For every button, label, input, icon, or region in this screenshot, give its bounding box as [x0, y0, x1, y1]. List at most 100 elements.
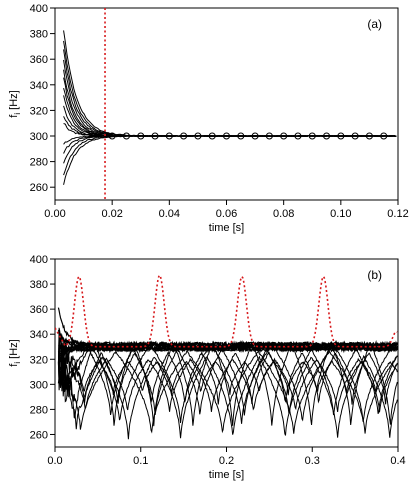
x-tick-label: 0.00	[44, 208, 65, 220]
y-axis-label-subscript: i	[13, 362, 22, 364]
steady-state-marker	[180, 132, 188, 140]
synced-marker	[239, 344, 246, 351]
y-tick-label: 380	[30, 29, 48, 41]
synced-marker	[332, 341, 339, 349]
synced-marker	[193, 341, 200, 349]
synced-marker	[293, 342, 300, 350]
red-dotted-series	[55, 273, 398, 348]
synced-marker	[112, 344, 119, 351]
y-tick-label: 360	[30, 54, 48, 66]
synced-marker	[351, 342, 358, 349]
y-axis-label: fi [Hz]	[8, 90, 22, 117]
x-tick-label: 0.3	[305, 455, 320, 467]
synced-marker	[220, 345, 227, 352]
series-line	[63, 30, 397, 137]
series-line	[63, 49, 397, 137]
synced-marker	[285, 342, 293, 349]
y-tick-label: 340	[30, 80, 48, 92]
synced-marker	[390, 343, 397, 350]
synced-marker	[270, 341, 277, 349]
series-line	[63, 77, 397, 137]
plot-frame	[54, 7, 399, 201]
y-axis-label: fi [Hz]	[8, 339, 22, 366]
x-tick-label: 0.06	[216, 208, 237, 220]
y-tick-label: 280	[30, 157, 48, 169]
synced-marker	[243, 342, 250, 349]
y-axis-label-main: f	[8, 114, 20, 118]
y-tick-label: 300	[30, 379, 48, 391]
synced-marker	[347, 342, 354, 349]
steady-state-marker	[308, 132, 316, 140]
y-tick-label: 360	[30, 304, 48, 316]
synced-marker	[170, 345, 177, 352]
synced-marker	[370, 343, 378, 350]
synced-marker	[216, 344, 223, 352]
synced-marker	[100, 342, 108, 349]
steady-state-marker	[280, 132, 288, 140]
synced-marker	[363, 344, 370, 352]
synced-marker	[77, 342, 84, 349]
oscillating-series-line	[58, 342, 398, 434]
y-axis-label-subscript: i	[13, 113, 22, 115]
steady-state-marker	[265, 132, 273, 140]
steady-state-marker	[294, 132, 302, 140]
x-tick-label: 0.02	[101, 208, 122, 220]
synced-marker	[301, 341, 308, 349]
synced-marker	[120, 342, 127, 350]
steady-state-marker	[108, 132, 116, 140]
synced-marker	[382, 344, 389, 351]
oscillating-series-line	[57, 338, 398, 413]
synced-marker	[166, 343, 173, 351]
synced-marker	[158, 345, 165, 352]
y-axis-label-main: f	[8, 363, 20, 367]
y-tick-label: 400	[30, 254, 48, 266]
steady-state-marker	[237, 132, 245, 140]
synced-marker	[343, 342, 351, 350]
series-line	[63, 135, 397, 164]
panel-a: 0.00 0.02 0.04 0.06 0.08 0.10 0.12 260 280 300 320…	[8, 3, 409, 234]
x-tick-label: 0.0	[47, 455, 62, 467]
steady-state-marker	[380, 132, 388, 140]
x-tick-label: 0.2	[219, 455, 234, 467]
synced-marker	[185, 342, 192, 349]
synced-marker	[339, 344, 347, 351]
oscillating-series-line	[57, 347, 398, 416]
synced-marker	[228, 345, 235, 352]
synced-marker	[316, 344, 324, 351]
synced-marker	[262, 342, 270, 349]
series-line	[63, 40, 397, 137]
x-tick-label: 0.04	[159, 208, 180, 220]
panel-label: (a)	[367, 17, 382, 31]
synced-marker	[266, 343, 273, 350]
synced-marker	[201, 342, 208, 349]
series-line	[63, 95, 397, 137]
steady-state-marker	[351, 132, 359, 140]
synced-marker	[374, 345, 381, 352]
steady-state-marker	[122, 132, 130, 140]
series-line	[63, 135, 397, 176]
synced-marker	[189, 342, 196, 349]
x-axis-label: time [s]	[209, 469, 244, 481]
plot-area-b	[55, 273, 398, 440]
y-tick-label: 340	[30, 329, 48, 341]
y-tick-label: 320	[30, 105, 48, 117]
synced-marker	[366, 344, 374, 351]
x-tick-label: 0.12	[387, 208, 408, 220]
synced-marker	[289, 342, 297, 350]
synced-marker	[231, 343, 239, 350]
y-tick-label: 320	[30, 354, 48, 366]
x-tick-label: 0.10	[330, 208, 351, 220]
series-line	[63, 88, 397, 137]
x-tick-label: 0.1	[133, 455, 148, 467]
steady-state-marker	[323, 132, 331, 140]
y-tick-label: 260	[30, 182, 48, 194]
series-line	[63, 135, 397, 185]
steady-state-marker	[151, 132, 159, 140]
series-line	[63, 59, 397, 137]
y-axis-label-unit: [Hz]	[8, 339, 20, 359]
y-axis-label-unit: [Hz]	[8, 90, 20, 110]
synced-marker	[208, 343, 216, 350]
synced-marker	[96, 343, 104, 351]
synced-marker	[154, 345, 162, 352]
synced-marker	[181, 343, 189, 350]
